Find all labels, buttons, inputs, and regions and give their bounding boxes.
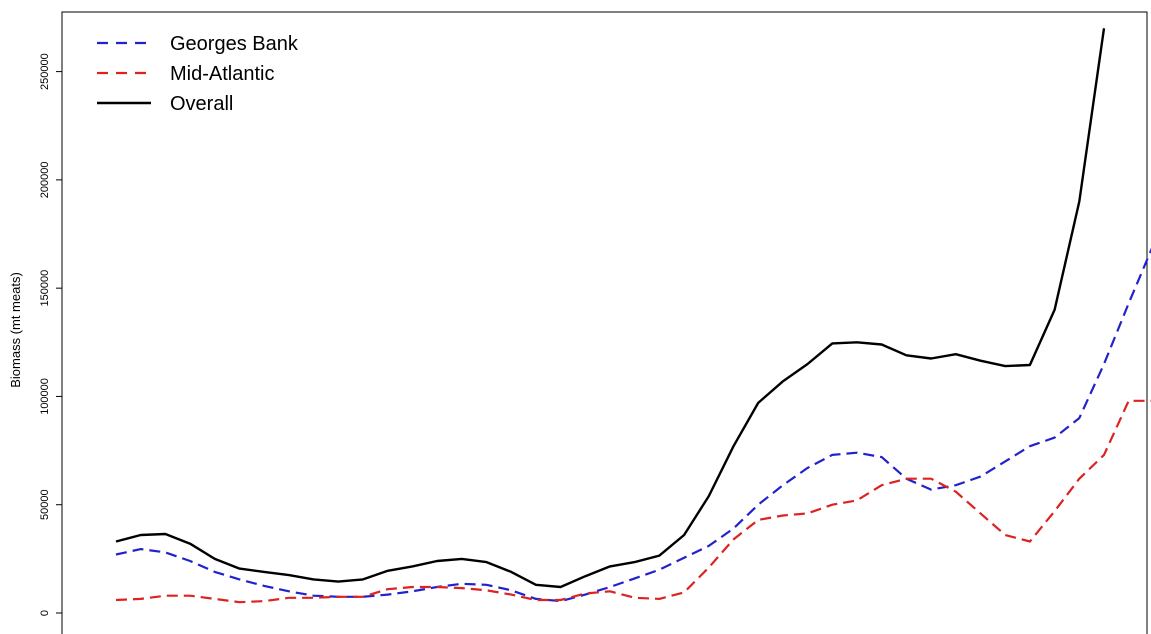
y-tick-label: 200000 [39,162,51,199]
y-tick-label: 0 [39,610,51,616]
legend-label: Overall [170,93,233,115]
y-tick-label: 150000 [39,270,51,307]
series-line-georges-bank [115,247,1151,603]
series-line-overall [115,28,1106,589]
legend-label: Georges Bank [170,33,299,55]
y-tick-label: 100000 [39,378,51,415]
y-axis-label: Biomass (mt meats) [8,272,23,388]
y-axis: 0 50000 100000 150000 200000 250000 [39,12,63,634]
series-line-mid-atlantic [115,399,1151,604]
series-layer [115,28,1151,604]
legend: Georges Bank Mid-Atlantic Overall [97,33,299,115]
legend-label: Mid-Atlantic [170,63,274,85]
y-tick-label: 50000 [39,489,51,520]
y-tick-label: 250000 [39,53,51,90]
